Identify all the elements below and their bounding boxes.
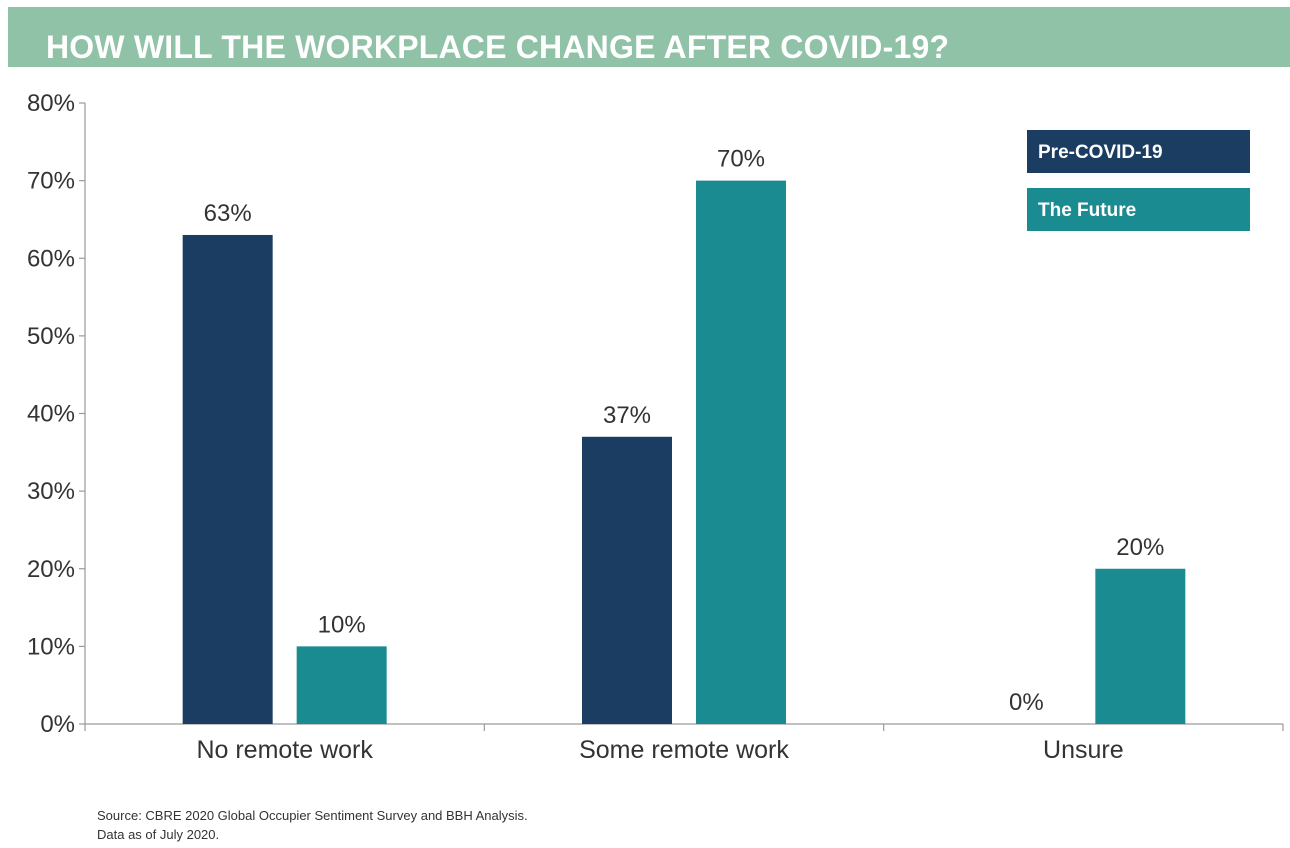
y-tick-label: 30% bbox=[27, 478, 75, 505]
data-label: 0% bbox=[1009, 689, 1044, 716]
y-tick-label: 60% bbox=[27, 245, 75, 272]
y-tick-label: 10% bbox=[27, 633, 75, 660]
y-tick-label: 40% bbox=[27, 401, 75, 428]
legend-label: Pre-COVID-19 bbox=[1038, 142, 1163, 163]
bar-pre-covid-19 bbox=[182, 234, 273, 724]
y-tick-label: 70% bbox=[27, 168, 75, 195]
y-tick-label: 0% bbox=[40, 711, 75, 738]
bar-the-future bbox=[296, 646, 387, 724]
legend-swatch bbox=[1027, 130, 1250, 173]
x-category-label: Unsure bbox=[1043, 736, 1124, 764]
y-tick-label: 50% bbox=[27, 323, 75, 350]
title-bar: HOW WILL THE WORKPLACE CHANGE AFTER COVI… bbox=[8, 7, 1290, 67]
legend-label: The Future bbox=[1038, 200, 1136, 221]
bars: 63% 10% 37% 70% 0% 20% bbox=[182, 146, 1186, 724]
source-note: Source: CBRE 2020 Global Occupier Sentim… bbox=[97, 806, 528, 844]
legend-swatch bbox=[1027, 188, 1250, 231]
bar-the-future bbox=[696, 180, 786, 724]
x-category-label: No remote work bbox=[196, 736, 373, 764]
bar-the-future bbox=[1095, 568, 1186, 724]
data-date-line: Data as of July 2020. bbox=[97, 827, 220, 842]
axes: 0% 10% 20% 30% 40% 50% 60% 70% 80% No remote work… bbox=[27, 90, 1284, 764]
y-tick-label: 20% bbox=[27, 556, 75, 583]
data-label: 37% bbox=[603, 402, 651, 429]
data-label: 20% bbox=[1116, 534, 1164, 561]
data-label: 70% bbox=[717, 146, 765, 173]
bar-pre-covid-19 bbox=[582, 436, 672, 724]
y-tick-label: 80% bbox=[27, 90, 75, 117]
data-label: 63% bbox=[204, 200, 252, 227]
x-category-label: Some remote work bbox=[579, 736, 789, 764]
chart-title: HOW WILL THE WORKPLACE CHANGE AFTER COVI… bbox=[46, 29, 950, 65]
data-label: 10% bbox=[318, 611, 366, 638]
legend: Pre-COVID-19 The Future bbox=[1027, 130, 1250, 231]
source-line: Source: CBRE 2020 Global Occupier Sentim… bbox=[97, 808, 528, 823]
